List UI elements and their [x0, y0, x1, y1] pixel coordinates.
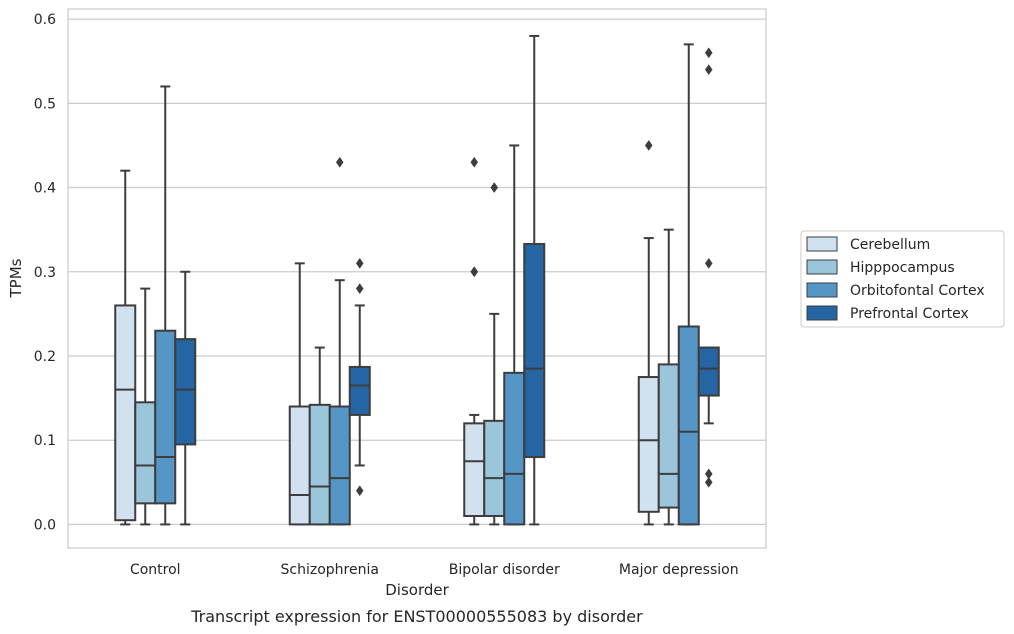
boxes: [114, 34, 720, 526]
outlier-point: [335, 156, 344, 168]
outlier-point: [704, 257, 713, 269]
y-tick-label: 0.1: [34, 433, 56, 449]
box-body: [657, 363, 680, 509]
box-hipppocampus: [308, 346, 331, 526]
box-body: [348, 365, 371, 416]
box-prefrontal-cortex: [348, 257, 371, 497]
legend-label: Cerebellum: [850, 237, 930, 253]
legend-swatch: [806, 305, 838, 321]
y-tick-label: 0.3: [34, 265, 56, 281]
box-body: [503, 371, 526, 526]
x-tick-label: Bipolar disorder: [449, 562, 560, 578]
outlier-point: [644, 139, 653, 151]
box-body: [114, 304, 137, 522]
box-body: [288, 405, 311, 526]
x-tick-label: Major depression: [619, 562, 739, 578]
box-orbitofontal-cortex: [503, 144, 526, 526]
box-orbitofontal-cortex: [328, 156, 351, 526]
box-prefrontal-cortex: [523, 34, 546, 526]
box-prefrontal-cortex: [697, 47, 720, 488]
box-body: [697, 346, 720, 397]
box-body: [523, 242, 546, 459]
y-tick-label: 0.5: [34, 96, 56, 112]
outlier-point: [490, 182, 499, 193]
box-body: [174, 338, 197, 446]
outlier-point: [355, 283, 364, 295]
legend-label: Orbitofontal Cortex: [850, 283, 985, 299]
outlier-point: [704, 47, 713, 59]
box-orbitofontal-cortex: [677, 43, 700, 526]
y-tick-label: 0.2: [34, 349, 56, 365]
x-axis-label: Disorder: [385, 581, 449, 599]
legend: Cerebellum Hipppocampus Orbitofontal Corte…: [800, 230, 1005, 328]
outlier-point: [355, 485, 364, 497]
outlier-point: [704, 468, 713, 480]
x-axis-ticks: Control Schizophrenia Bipolar disorder Majo…: [130, 562, 739, 578]
box-body: [308, 403, 331, 526]
box-body: [463, 422, 486, 517]
box-hipppocampus: [134, 287, 157, 526]
y-axis-ticks: 0.0 0.1 0.2 0.3 0.4 0.5 0.6: [34, 12, 56, 533]
box-hipppocampus: [657, 228, 680, 526]
plot-area-frame: [67, 8, 767, 549]
x-tick-label: Schizophrenia: [281, 562, 379, 578]
outlier-point: [470, 266, 479, 278]
legend-swatch: [806, 259, 838, 275]
x-tick-label: Control: [130, 562, 181, 578]
outlier-point: [355, 257, 364, 269]
y-axis-label: TPMs: [7, 258, 25, 298]
legend-swatch: [806, 236, 838, 252]
legend-swatch: [806, 282, 838, 298]
outlier-point: [704, 476, 713, 488]
y-tick-label: 0.4: [34, 181, 56, 197]
box-body: [328, 405, 351, 526]
box-orbitofontal-cortex: [154, 85, 177, 526]
chart-caption: Transcript expression for ENST0000055508…: [190, 607, 643, 626]
box-prefrontal-cortex: [174, 270, 197, 526]
box-cerebellum: [637, 139, 660, 526]
legend-label: Hipppocampus: [850, 260, 955, 276]
outlier-point: [704, 64, 713, 76]
box-body: [154, 329, 177, 505]
legend-frame: [800, 230, 1005, 328]
box-body: [483, 419, 506, 517]
legend-label: Prefrontal Cortex: [850, 306, 969, 322]
outlier-point: [470, 156, 479, 168]
y-tick-label: 0.6: [34, 12, 56, 28]
box-body: [677, 325, 700, 526]
box-body: [134, 401, 157, 505]
y-tick-label: 0.0: [34, 517, 56, 533]
box-cerebellum: [114, 169, 137, 526]
box-body: [637, 376, 660, 513]
box-hipppocampus: [483, 182, 506, 526]
box-cerebellum: [288, 262, 311, 526]
box-cerebellum: [463, 156, 486, 526]
